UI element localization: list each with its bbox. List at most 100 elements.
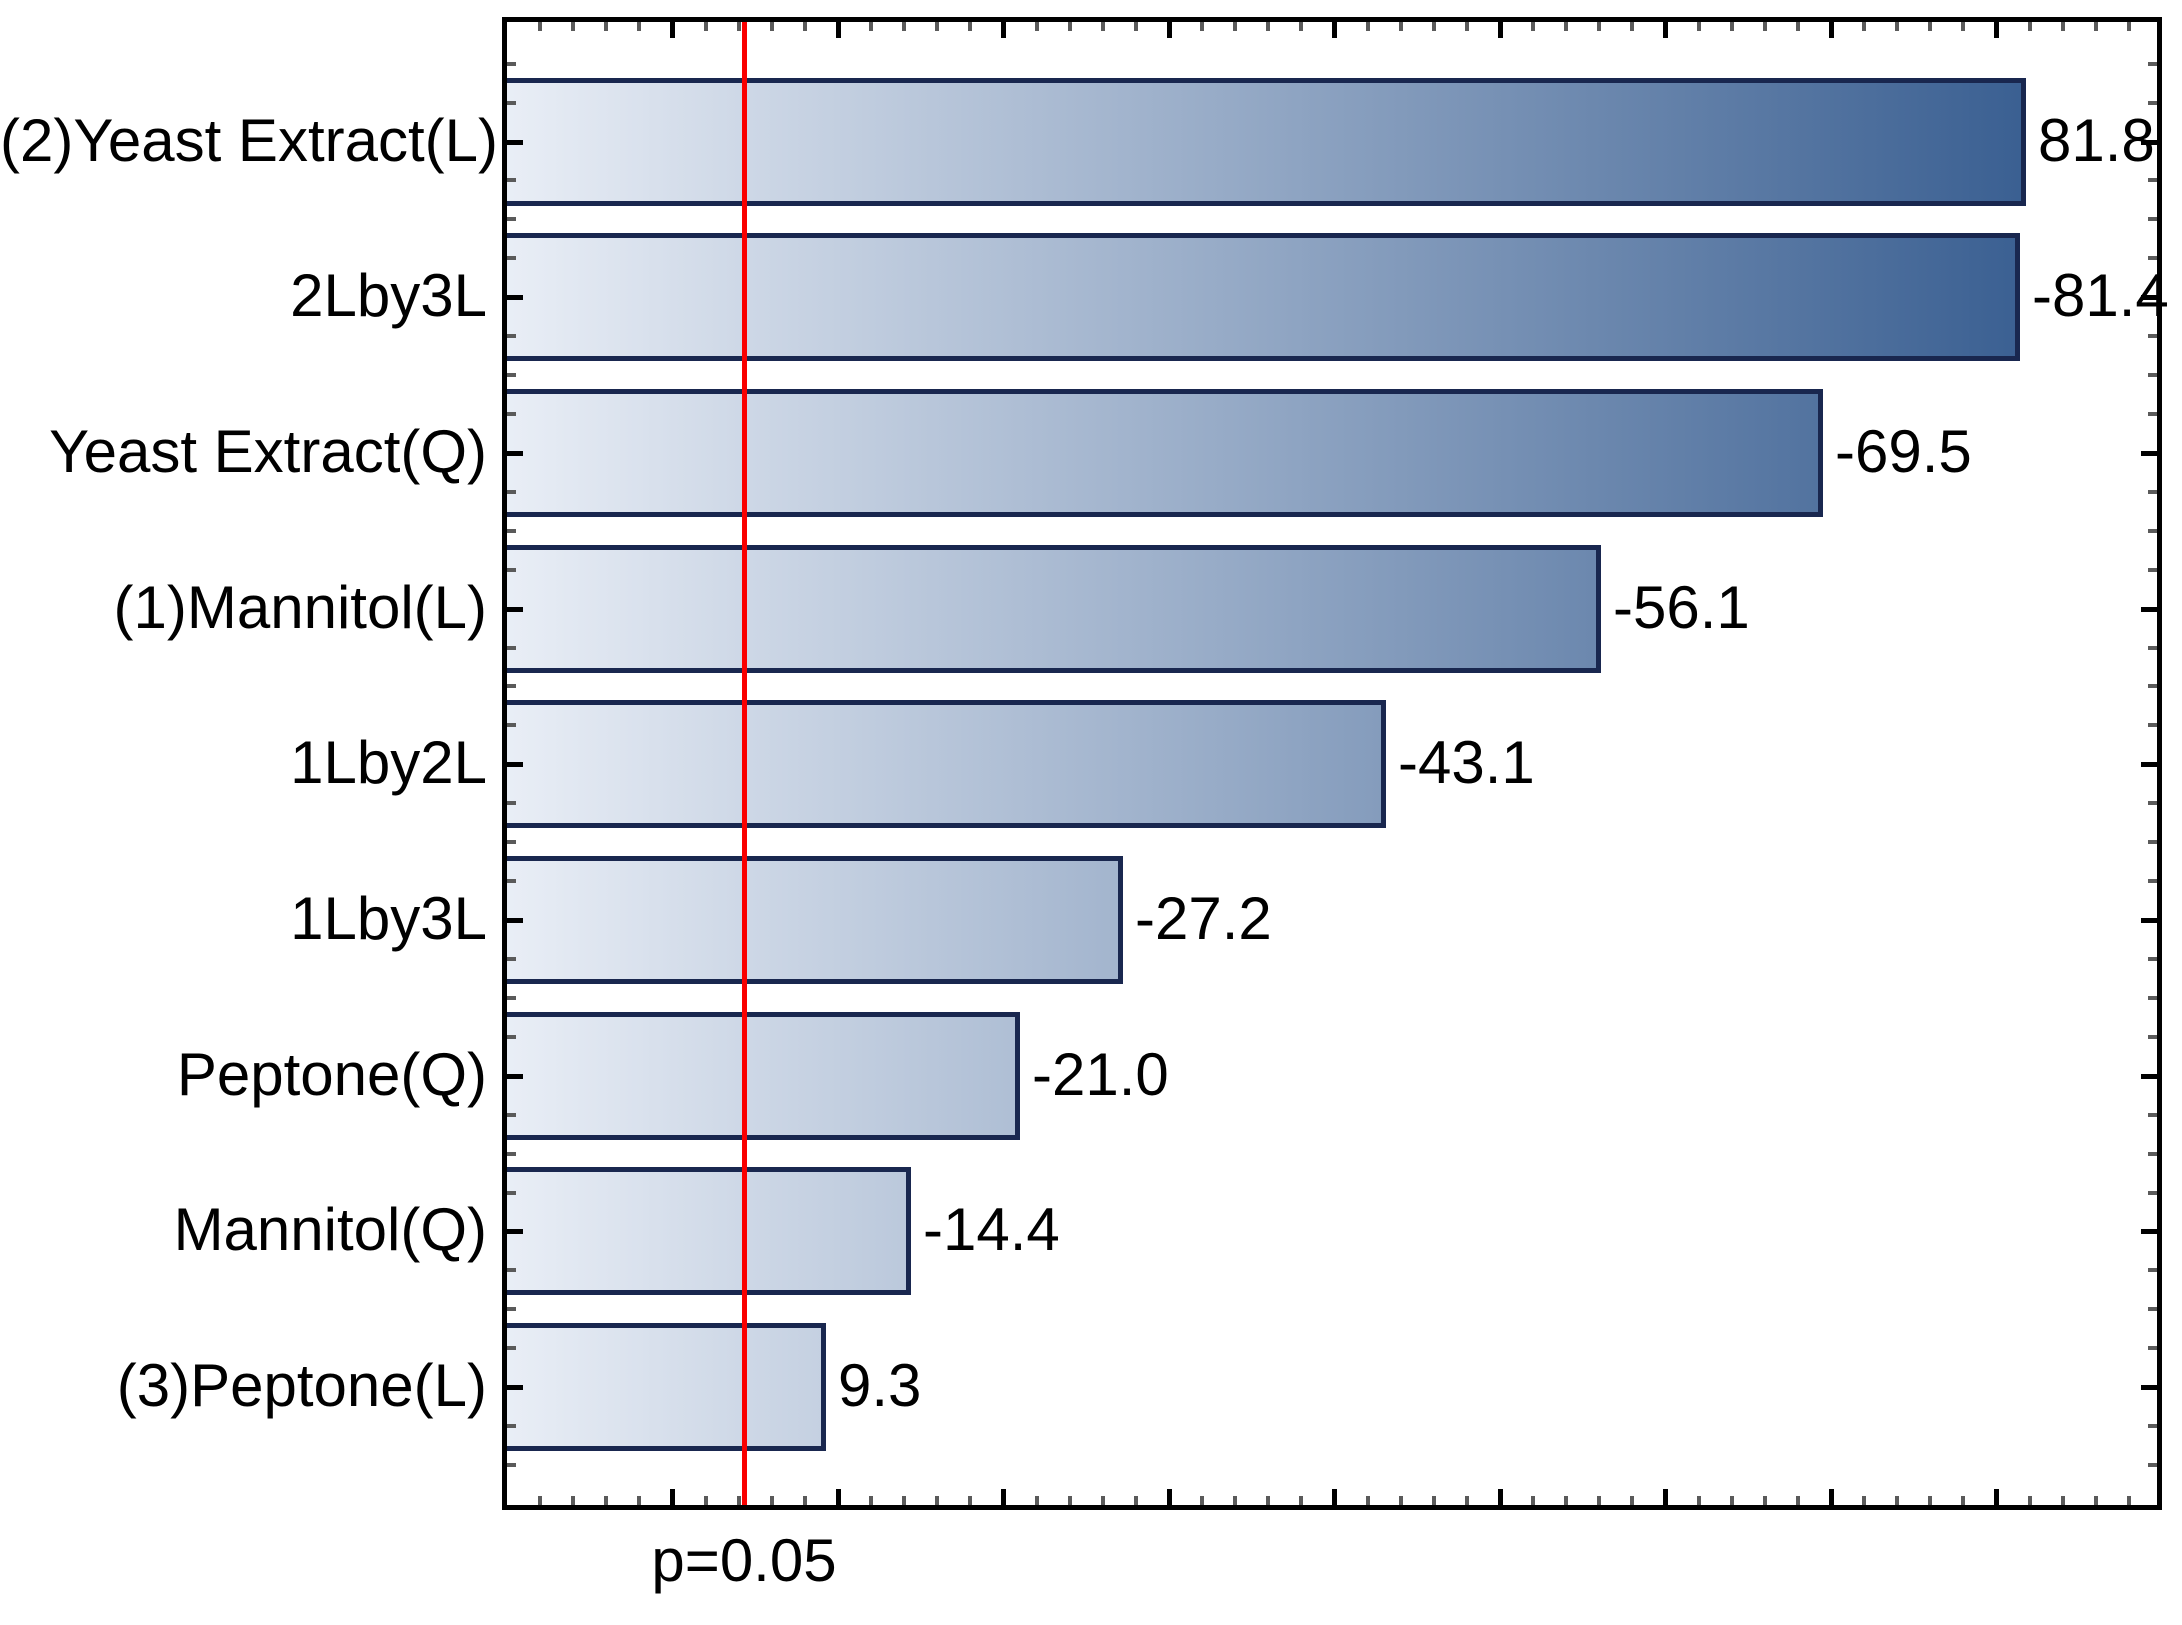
x-axis-tick [1663, 1489, 1668, 1505]
x-axis-tick [869, 1496, 873, 1505]
x-axis-tick [1630, 1496, 1634, 1505]
x-axis-tick [1068, 1496, 1072, 1505]
y-axis-right-tick [2148, 529, 2157, 533]
x-axis-tick [1730, 1496, 1734, 1505]
y-axis-right-tick [2148, 1424, 2157, 1428]
x-axis-tick [1895, 1496, 1899, 1505]
category-label: 2Lby3L [290, 261, 487, 329]
y-axis-right-tick [2148, 1346, 2157, 1350]
x-axis-tick [968, 1496, 972, 1505]
effect-bar [507, 233, 2020, 361]
category-label: 1Lby3L [290, 884, 487, 952]
y-axis-right-tick [2148, 256, 2157, 260]
x-axis-top-tick [836, 22, 841, 38]
y-axis-tick [507, 684, 516, 688]
x-axis-top-tick [1862, 22, 1866, 31]
y-axis-tick [507, 762, 523, 767]
y-axis-tick [507, 178, 516, 182]
y-axis-tick [507, 1307, 516, 1311]
y-axis-tick [507, 957, 516, 961]
x-axis-tick [538, 1496, 542, 1505]
x-axis-top-tick [1961, 22, 1965, 31]
y-axis-right-tick [2148, 178, 2157, 182]
x-axis-top-tick [2028, 22, 2032, 31]
y-axis-tick [507, 568, 516, 572]
x-axis-top-tick [1564, 22, 1568, 31]
bar-value-label: -27.2 [1135, 884, 1272, 952]
category-label: (1)Mannitol(L) [113, 573, 487, 641]
x-axis-top-tick [968, 22, 972, 31]
y-axis-right-tick [2148, 334, 2157, 338]
y-axis-right-tick [2141, 451, 2157, 456]
x-axis-top-tick [1035, 22, 1039, 31]
y-axis-right-tick [2148, 879, 2157, 883]
y-axis-right-tick [2148, 62, 2157, 66]
x-axis-tick [2028, 1496, 2032, 1505]
x-axis-tick [1332, 1489, 1337, 1505]
y-axis-tick [507, 62, 516, 66]
x-axis-top-tick [935, 22, 939, 31]
x-axis-tick [1597, 1496, 1601, 1505]
y-axis-right-tick [2141, 918, 2157, 923]
y-axis-right-tick [2148, 840, 2157, 844]
x-axis-top-tick [637, 22, 641, 31]
x-axis-tick [2061, 1496, 2065, 1505]
y-axis-right-tick [2141, 1074, 2157, 1079]
y-axis-tick [507, 1191, 516, 1195]
x-axis-tick [836, 1489, 841, 1505]
x-axis-top-tick [770, 22, 774, 31]
x-axis-tick [1200, 1496, 1204, 1505]
x-axis-top-tick [1399, 22, 1403, 31]
x-axis-tick [1134, 1496, 1138, 1505]
y-axis-tick [507, 373, 516, 377]
x-axis-top-tick [1531, 22, 1535, 31]
x-axis-top-tick [604, 22, 608, 31]
x-axis-top-tick [1697, 22, 1701, 31]
y-axis-right-tick [2141, 1385, 2157, 1390]
bar-value-label: 9.3 [838, 1351, 922, 1419]
x-axis-top-tick [1101, 22, 1105, 31]
x-axis-top-tick [1200, 22, 1204, 31]
effect-bar [507, 545, 1601, 673]
x-axis-tick [1266, 1496, 1270, 1505]
y-axis-right-tick [2148, 1307, 2157, 1311]
x-axis-tick [1001, 1489, 1006, 1505]
x-axis-tick [1928, 1496, 1932, 1505]
x-axis-top-tick [1928, 22, 1932, 31]
x-axis-tick [670, 1489, 675, 1505]
y-axis-tick [507, 723, 516, 727]
y-axis-right-tick [2148, 568, 2157, 572]
category-label: 1Lby2L [290, 728, 487, 796]
x-axis-tick [1035, 1496, 1039, 1505]
bar-value-label: -14.4 [923, 1195, 1060, 1263]
bar-value-label: -21.0 [1032, 1040, 1169, 1108]
y-axis-tick [507, 879, 516, 883]
y-axis-right-tick [2148, 217, 2157, 221]
x-axis-tick [770, 1496, 774, 1505]
x-axis-top-tick [1630, 22, 1634, 31]
x-axis-tick [1399, 1496, 1403, 1505]
x-axis-tick [1697, 1496, 1701, 1505]
category-label: (2)Yeast Extract(L) [0, 106, 498, 174]
x-axis-tick [1531, 1496, 1535, 1505]
x-axis-tick [704, 1496, 708, 1505]
effect-bar [507, 78, 2026, 206]
x-axis-tick [1862, 1496, 1866, 1505]
y-axis-tick [507, 918, 523, 923]
y-axis-tick [507, 217, 516, 221]
y-axis-right-tick [2148, 1463, 2157, 1467]
x-axis-top-tick [1895, 22, 1899, 31]
x-axis-top-tick [1796, 22, 1800, 31]
y-axis-right-tick [2148, 101, 2157, 105]
y-axis-tick [507, 996, 516, 1000]
effect-bar [507, 1167, 911, 1295]
bar-value-label: 81.8 [2038, 106, 2155, 174]
x-axis-top-tick [1498, 22, 1503, 38]
x-axis-top-tick [1730, 22, 1734, 31]
x-axis-top-tick [1068, 22, 1072, 31]
y-axis-tick [507, 1346, 516, 1350]
y-axis-tick [507, 1035, 516, 1039]
y-axis-tick [507, 1268, 516, 1272]
x-axis-top-tick [1465, 22, 1469, 31]
